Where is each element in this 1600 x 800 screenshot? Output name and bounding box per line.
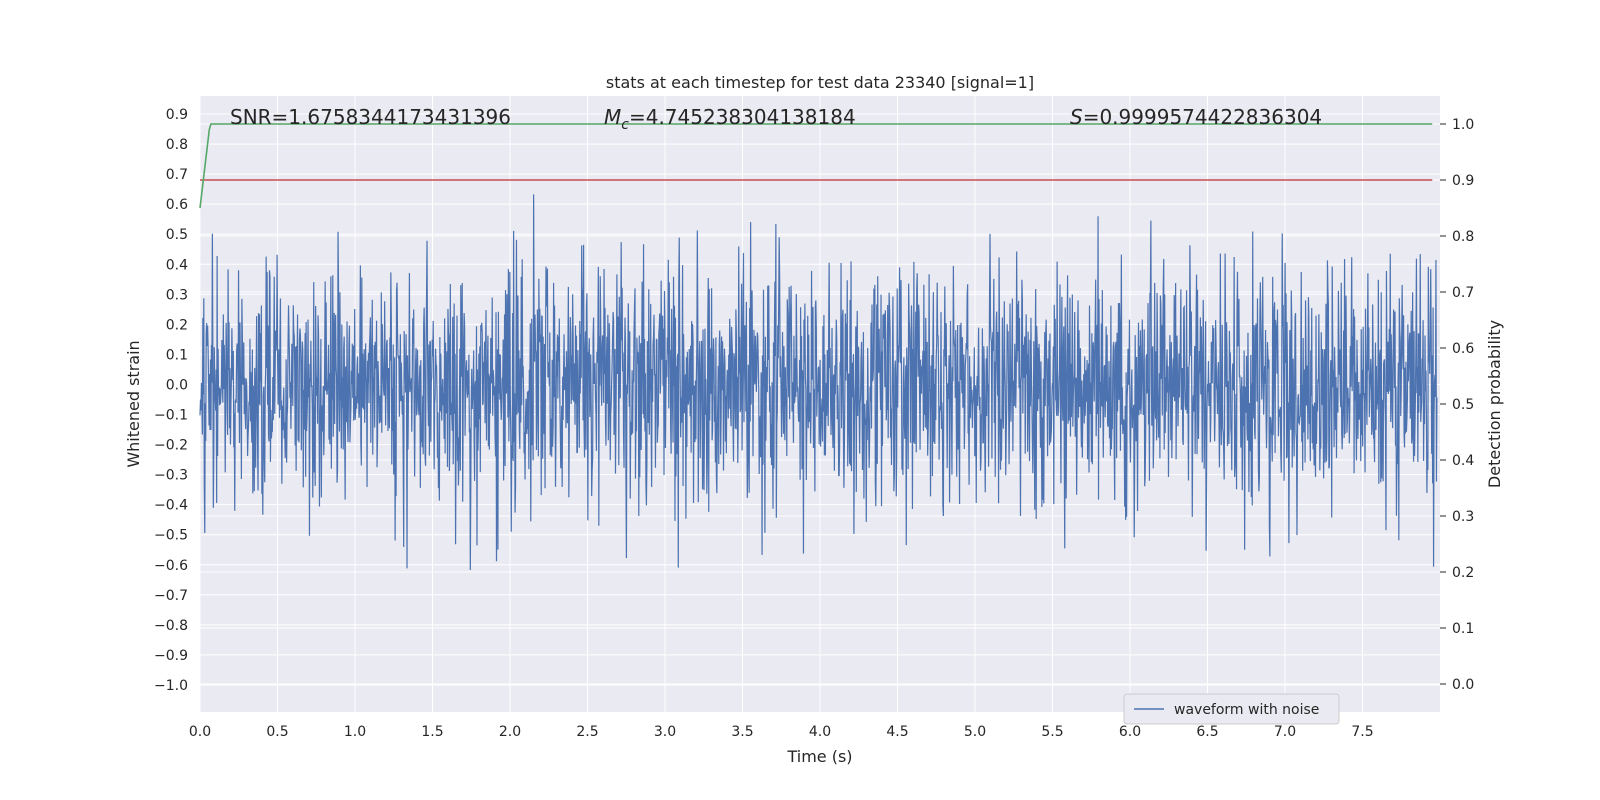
y-left-tick-label: −0.9 [154, 648, 188, 664]
chirp-mass-subscript: c [621, 117, 629, 133]
legend-entry-waveform: waveform with noise [1174, 702, 1319, 718]
x-tick-label: 6.0 [1119, 724, 1141, 740]
y-left-tick-label: 0.8 [166, 137, 188, 153]
chirp-mass-value: =4.745238304138184 [629, 105, 856, 129]
waveform-series [199, 194, 1438, 571]
y-left-tick-label: −1.0 [154, 678, 188, 694]
x-axis-ticks: 0.0 0.5 1.0 1.5 2.0 2.5 3.0 3.5 4.0 4.5 5.0 5.5 6.0 6… [189, 724, 1374, 740]
y-left-tick-label: 0.6 [166, 197, 188, 213]
y-left-tick-label: 0.1 [166, 347, 188, 363]
y-left-tick-label: −0.2 [154, 438, 188, 454]
y-left-tick-label: 0.5 [166, 227, 188, 243]
x-tick-label: 0.0 [189, 724, 211, 740]
y-right-tick-label: 0.4 [1452, 453, 1474, 469]
y-left-tick-label: −0.6 [154, 558, 188, 574]
x-tick-label: 5.0 [964, 724, 986, 740]
y-left-tick-label: 0.4 [166, 257, 188, 273]
x-tick-label: 2.5 [576, 724, 598, 740]
y-right-tick-label: 1.0 [1452, 117, 1474, 133]
y-right-tick-label: 0.5 [1452, 397, 1474, 413]
x-tick-label: 1.0 [344, 724, 366, 740]
chirp-mass-annotation: Mc=4.745238304138184 [604, 105, 856, 133]
chart-title: stats at each timestep for test data 233… [606, 73, 1034, 92]
y-left-tick-label: 0.9 [166, 107, 188, 123]
y-left-tick-label: −0.4 [154, 498, 188, 514]
x-tick-label: 1.5 [421, 724, 443, 740]
s-annotation: S=0.9999574422836304 [1070, 105, 1322, 129]
s-value: =0.9999574422836304 [1083, 105, 1322, 129]
x-tick-label: 3.5 [731, 724, 753, 740]
y-left-tick-label: 0.2 [166, 317, 188, 333]
y-right-axis-label: Detection probability [1485, 320, 1504, 488]
y-right-tick-label: 0.0 [1452, 677, 1474, 693]
x-tick-label: 0.5 [266, 724, 288, 740]
y-right-axis-ticks: 1.0 0.9 0.8 0.7 0.6 0.5 0.4 0.3 0.2 0.1 0.0 [1440, 117, 1474, 693]
x-tick-label: 4.5 [886, 724, 908, 740]
y-left-tick-label: −0.3 [154, 468, 188, 484]
legend-box [1123, 693, 1340, 725]
y-right-tick-label: 0.1 [1452, 621, 1474, 637]
x-tick-label: 2.0 [499, 724, 521, 740]
y-right-tick-label: 0.9 [1452, 173, 1474, 189]
y-left-axis-ticks: 0.9 0.8 0.7 0.6 0.5 0.4 0.3 0.2 0.1 0.0 −0.1 −0.2 −0… [154, 107, 188, 694]
y-left-tick-label: 0.7 [166, 167, 188, 183]
y-right-tick-label: 0.2 [1452, 565, 1474, 581]
y-left-tick-label: −0.1 [154, 408, 188, 424]
x-tick-label: 5.5 [1041, 724, 1063, 740]
y-left-tick-label: −0.5 [154, 528, 188, 544]
waveform-line [199, 194, 1438, 571]
y-right-tick-label: 0.7 [1452, 285, 1474, 301]
y-right-tick-label: 0.6 [1452, 341, 1474, 357]
legend: waveform with noise [1123, 693, 1340, 725]
y-left-tick-label: −0.8 [154, 618, 188, 634]
snr-annotation: SNR=1.6758344173431396 [230, 105, 511, 129]
x-tick-label: 7.0 [1274, 724, 1296, 740]
y-left-axis-label: Whitened strain [124, 340, 143, 467]
s-symbol: S [1070, 105, 1083, 129]
y-right-tick-label: 0.3 [1452, 509, 1474, 525]
x-tick-label: 7.5 [1351, 724, 1373, 740]
probability-series [199, 123, 1433, 209]
x-tick-label: 4.0 [809, 724, 831, 740]
y-left-tick-label: 0.3 [166, 287, 188, 303]
x-axis-label: Time (s) [786, 747, 852, 766]
detection-probability-line [199, 123, 1433, 209]
y-right-tick-label: 0.8 [1452, 229, 1474, 245]
x-tick-label: 6.5 [1196, 724, 1218, 740]
x-tick-label: 3.0 [654, 724, 676, 740]
chirp-mass-symbol: M [604, 105, 621, 129]
y-left-tick-label: −0.7 [154, 588, 188, 604]
y-left-tick-label: 0.0 [166, 377, 188, 393]
